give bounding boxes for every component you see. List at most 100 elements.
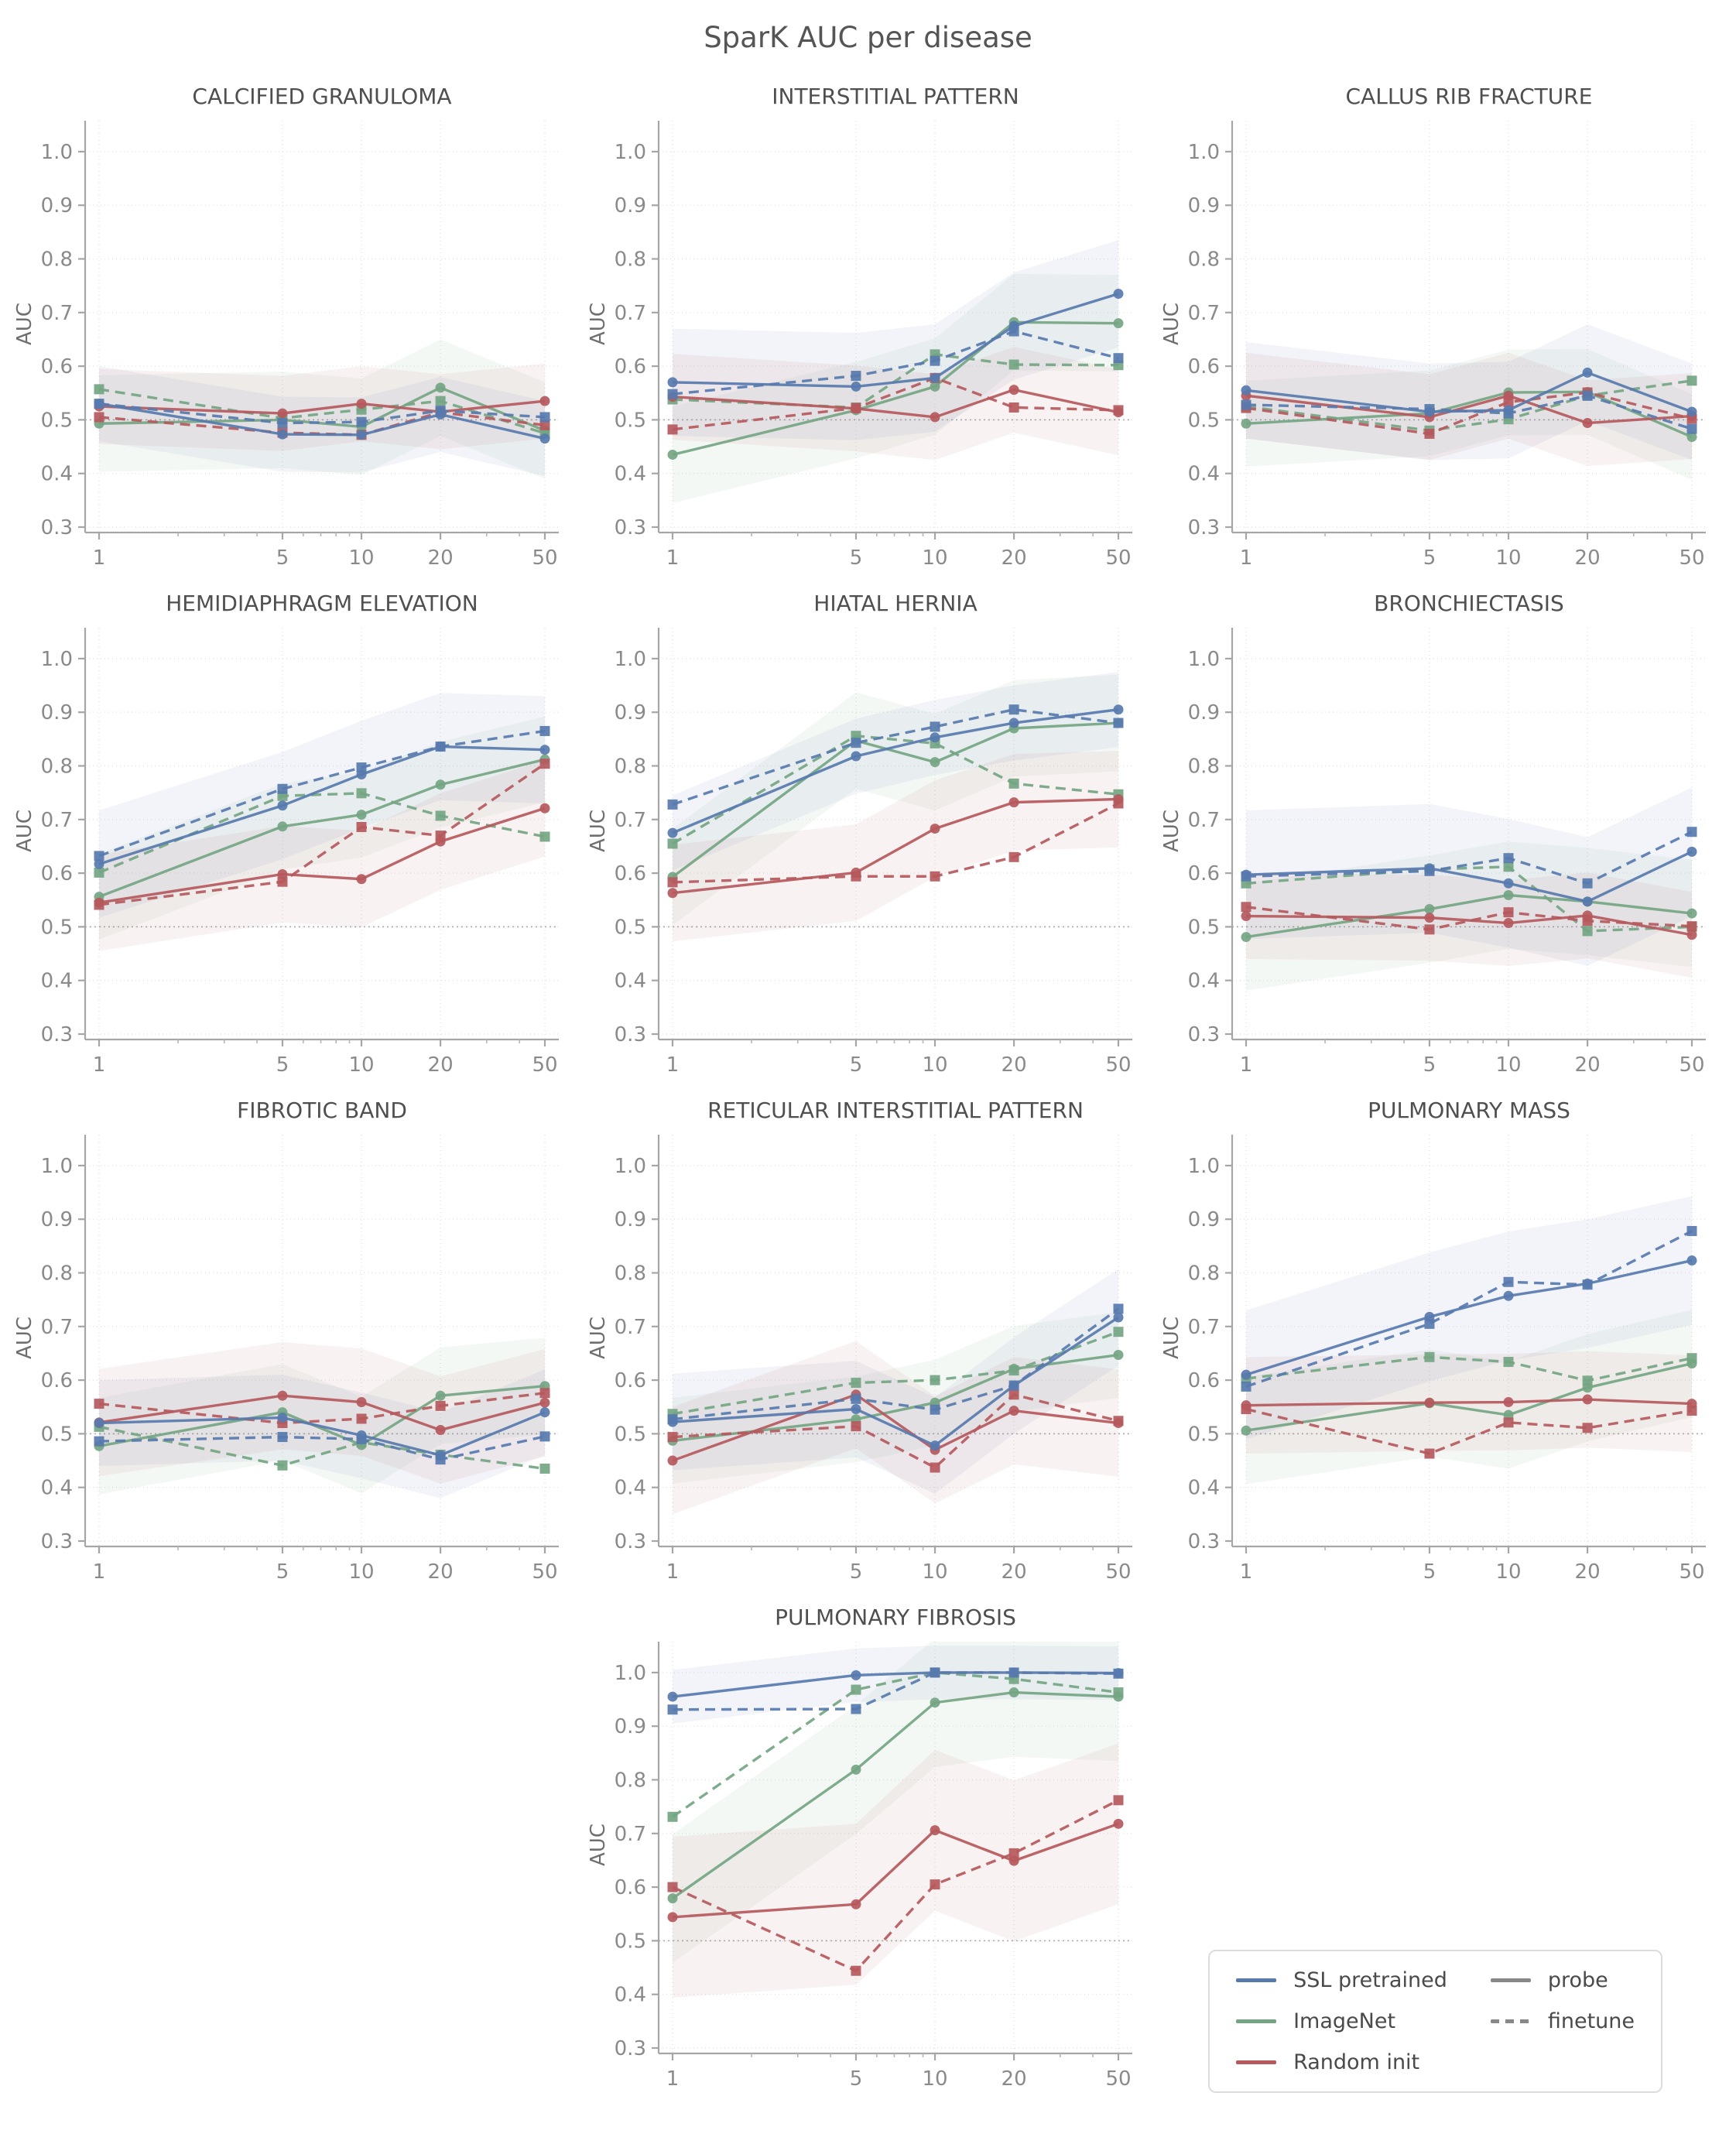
ssl_finetune-marker <box>94 399 104 409</box>
random_finetune-marker <box>1503 1417 1514 1428</box>
imagenet-confidence-band <box>99 1337 545 1495</box>
ssl_finetune-marker <box>930 355 940 366</box>
random_probe-marker <box>539 803 550 813</box>
x-tick-label: 10 <box>922 546 947 570</box>
x-tick-label: 1 <box>1240 1560 1253 1584</box>
y-tick-label: 0.6 <box>41 1369 73 1392</box>
legend-item-random: Random init <box>1236 2050 1447 2074</box>
ssl_finetune-marker <box>851 371 861 382</box>
random_finetune-marker <box>1113 1795 1124 1806</box>
y-tick-label: 1.0 <box>615 648 646 671</box>
y-tick-label: 0.9 <box>615 194 646 217</box>
x-tick-label: 5 <box>1423 1560 1436 1584</box>
imagenet_finetune-marker <box>851 1684 861 1695</box>
imagenet_probe-marker <box>667 449 678 460</box>
ssl_probe-marker <box>851 1670 861 1680</box>
y-tick-label: 1.0 <box>1188 141 1220 164</box>
imagenet_finetune-marker <box>539 1463 550 1474</box>
y-tick-label: 0.7 <box>615 1823 646 1846</box>
y-tick-label: 0.7 <box>615 809 646 832</box>
ssl-confidence-band <box>673 240 1118 440</box>
ssl_finetune-marker <box>1582 878 1593 889</box>
ssl_finetune-marker <box>1424 865 1435 876</box>
ssl_probe-marker <box>1113 289 1124 300</box>
ssl_probe-marker <box>1113 704 1124 715</box>
legend-label-probe: probe <box>1547 1968 1608 1992</box>
x-tick-label: 5 <box>850 546 863 570</box>
ssl_finetune-marker <box>277 418 288 429</box>
random_finetune-marker <box>1424 1448 1435 1459</box>
y-tick-label: 1.0 <box>41 1155 73 1178</box>
legend: SSL pretrained ImageNet Random init prob… <box>1208 1950 1662 2093</box>
random_probe-marker <box>1008 797 1019 808</box>
random_probe-marker <box>356 874 367 885</box>
y-tick-label: 0.8 <box>41 755 73 779</box>
y-tick-label: 0.5 <box>1188 409 1220 432</box>
ssl_probe-marker <box>539 1407 550 1418</box>
y-tick-label: 0.7 <box>41 1316 73 1339</box>
ssl-confidence-band <box>673 672 1118 871</box>
y-tick-label: 0.8 <box>615 1262 646 1286</box>
ssl-confidence-band <box>1246 324 1692 461</box>
random_finetune-marker <box>356 1413 367 1424</box>
random_probe-marker <box>277 1390 288 1401</box>
imagenet_finetune-marker <box>1503 1357 1514 1368</box>
imagenet_finetune-marker <box>667 1811 678 1822</box>
figure-title: SparK AUC per disease <box>704 20 1032 54</box>
x-tick-label: 10 <box>922 1560 947 1584</box>
ssl_probe-marker <box>277 800 288 811</box>
x-tick-label: 1 <box>93 546 106 570</box>
imagenet-confidence-band <box>673 674 1118 926</box>
x-tick-label: 20 <box>428 1053 454 1077</box>
random_finetune-marker <box>930 1462 940 1473</box>
x-tick-label: 10 <box>348 1560 374 1584</box>
panel-title: HEMIDIAPHRAGM ELEVATION <box>166 591 478 616</box>
x-tick-label: 1 <box>93 1560 106 1584</box>
y-tick-label: 1.0 <box>1188 1155 1220 1178</box>
ssl-confidence-band <box>673 1646 1118 1724</box>
random_finetune-marker <box>667 424 678 435</box>
ssl_finetune-marker <box>539 1431 550 1442</box>
random_finetune-marker <box>1008 1389 1019 1400</box>
imagenet_probe-marker <box>1241 1425 1251 1436</box>
ssl_finetune-marker <box>1582 390 1593 401</box>
ssl_probe-marker <box>851 1404 861 1415</box>
ssl_finetune-marker <box>435 741 446 752</box>
imagenet_finetune-marker <box>1424 1351 1435 1362</box>
panel-title: CALCIFIED GRANULOMA <box>192 84 451 109</box>
panel-title: INTERSTITIAL PATTERN <box>772 84 1019 109</box>
x-tick-label: 50 <box>1679 1560 1704 1584</box>
random_finetune-marker <box>356 822 367 833</box>
ssl_finetune-marker <box>1503 1276 1514 1287</box>
y-tick-label: 1.0 <box>615 141 646 164</box>
x-tick-label: 50 <box>1105 1053 1131 1077</box>
panel-title: RETICULAR INTERSTITIAL PATTERN <box>707 1098 1084 1123</box>
y-tick-label: 0.3 <box>41 516 73 539</box>
imagenet_finetune-marker <box>277 1460 288 1471</box>
y-axis-label: AUC <box>587 303 610 345</box>
random_probe-marker <box>1503 918 1514 929</box>
random_finetune-marker <box>1008 1848 1019 1858</box>
random_finetune-marker <box>1241 1404 1251 1415</box>
panel-callus-rib-fracture: 0.3 0.4 0.5 0.6 0.7 0.8 0.9 1.0 1 5 10 20 50 AUC CALLU… <box>1160 84 1706 570</box>
x-tick-label: 20 <box>1002 1560 1027 1584</box>
ssl_probe-marker <box>1241 385 1251 396</box>
ssl_finetune-marker <box>667 1704 678 1715</box>
panel-title: FIBROTIC BAND <box>237 1098 407 1123</box>
imagenet_probe-marker <box>435 779 446 790</box>
ssl_finetune-marker <box>851 1704 861 1714</box>
random_finetune-marker <box>1582 1423 1593 1433</box>
ssl_probe-marker <box>930 732 940 743</box>
y-tick-label: 1.0 <box>615 1662 646 1685</box>
panel-title: PULMONARY FIBROSIS <box>775 1605 1016 1630</box>
ssl_finetune-line <box>672 1671 1119 1711</box>
y-tick-label: 0.8 <box>1188 248 1220 272</box>
x-tick-label: 5 <box>850 1053 863 1077</box>
ssl_probe-marker <box>1503 1290 1514 1301</box>
imagenet_finetune-marker <box>435 810 446 821</box>
x-tick-label: 10 <box>922 2067 947 2091</box>
y-tick-label: 0.3 <box>1188 516 1220 539</box>
ssl_finetune-marker <box>1686 827 1697 837</box>
imagenet_probe-marker <box>667 1893 678 1904</box>
x-tick-label: 20 <box>1575 546 1601 570</box>
